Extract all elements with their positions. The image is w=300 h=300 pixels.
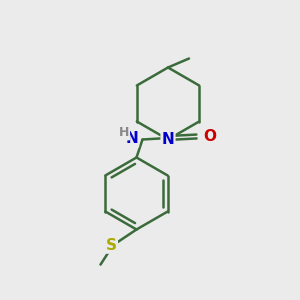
Text: O: O xyxy=(203,129,216,144)
Text: N: N xyxy=(162,132,174,147)
Text: H: H xyxy=(119,126,129,140)
Text: N: N xyxy=(125,131,138,146)
Text: S: S xyxy=(106,238,117,253)
